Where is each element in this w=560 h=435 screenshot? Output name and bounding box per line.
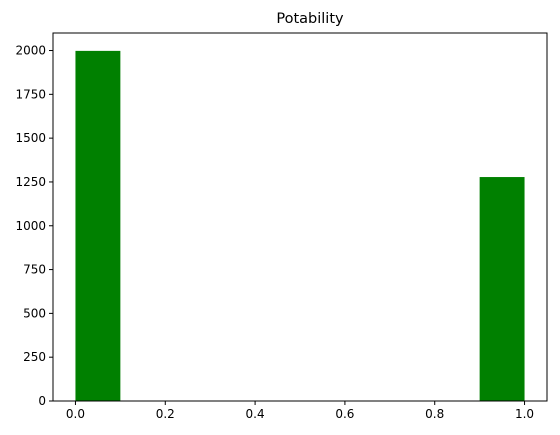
y-tick-label: 1750 bbox=[15, 87, 46, 101]
y-tick-label: 1000 bbox=[15, 219, 46, 233]
y-tick-label: 250 bbox=[23, 350, 46, 364]
x-tick-label: 0.0 bbox=[66, 407, 85, 421]
y-tick-label: 2000 bbox=[15, 44, 46, 58]
bar-1 bbox=[479, 177, 525, 401]
x-tick-label: 0.4 bbox=[246, 407, 265, 421]
y-tick-label: 0 bbox=[38, 394, 46, 408]
bar-0 bbox=[75, 50, 121, 401]
y-tick-label: 750 bbox=[23, 263, 46, 277]
x-axis: 0.0 0.2 0.4 0.6 0.8 1.0 bbox=[66, 401, 534, 421]
x-tick-label: 1.0 bbox=[515, 407, 534, 421]
x-tick-label: 0.2 bbox=[156, 407, 175, 421]
bars-group bbox=[75, 50, 525, 401]
plot-frame bbox=[52, 32, 548, 402]
chart-title: Potability bbox=[276, 11, 344, 27]
x-tick-label: 0.8 bbox=[425, 407, 444, 421]
x-tick-label: 0.6 bbox=[335, 407, 354, 421]
y-tick-label: 500 bbox=[23, 306, 46, 320]
y-axis: 0 250 500 750 1000 1250 1500 1750 2000 bbox=[15, 44, 53, 408]
y-tick-label: 1500 bbox=[15, 131, 46, 145]
y-tick-label: 1250 bbox=[15, 175, 46, 189]
